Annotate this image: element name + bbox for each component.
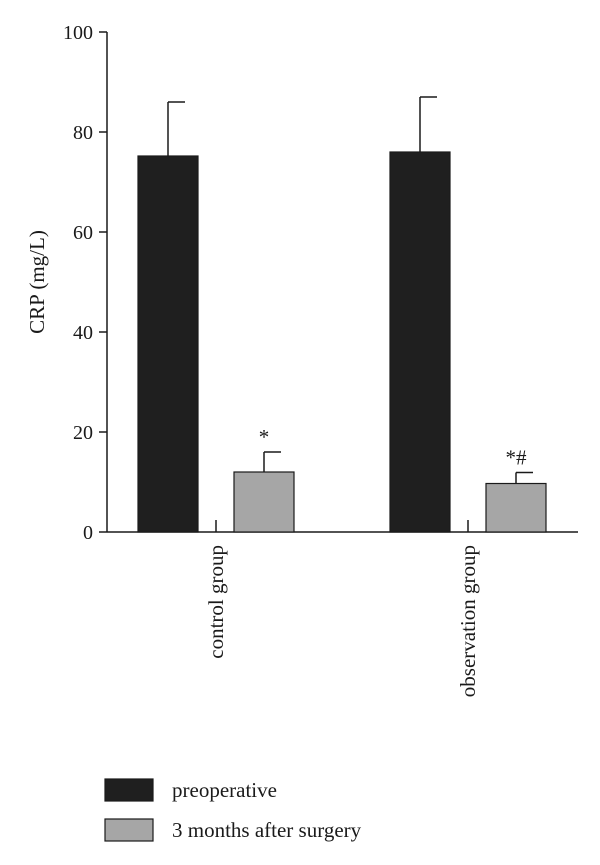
bars — [137, 96, 547, 533]
bar — [485, 482, 547, 533]
bar — [389, 151, 451, 533]
y-tick-label: 40 — [73, 322, 93, 344]
bar — [137, 155, 199, 533]
y-tick-label: 0 — [83, 522, 93, 544]
y-axis-title: CRP (mg/L) — [25, 230, 49, 334]
y-tick-label: 20 — [73, 422, 93, 444]
legend-label: 3 months after surgery — [172, 818, 362, 842]
legend-swatch — [104, 818, 154, 842]
bar — [233, 471, 295, 533]
x-tick-label: control group — [204, 545, 228, 659]
legend-label: preoperative — [172, 778, 277, 802]
y-tick-label: 60 — [73, 222, 93, 244]
significance-marker: *# — [506, 446, 528, 470]
y-tick-label: 80 — [73, 122, 93, 144]
legend: preoperative 3 months after surgery — [104, 778, 362, 842]
x-tick-label: observation group — [456, 545, 480, 697]
labels: 0 20 40 60 80 100 control group observation gro… — [63, 22, 527, 697]
legend-swatch — [104, 778, 154, 802]
significance-marker: * — [259, 425, 270, 449]
y-tick-label: 100 — [63, 22, 93, 44]
